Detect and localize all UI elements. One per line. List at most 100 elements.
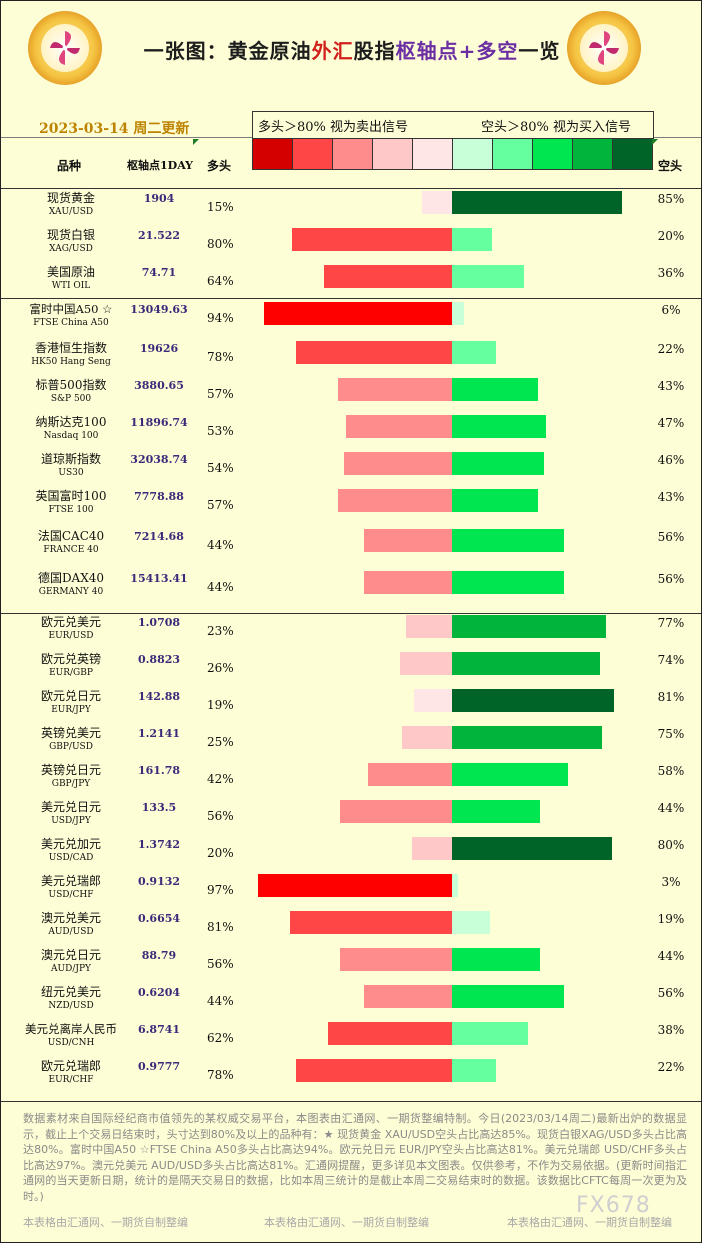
instrument-name: 富时中国A50 ☆ [29, 302, 113, 316]
pinwheel-icon [50, 31, 80, 65]
instrument-code: WTI OIL [51, 281, 91, 291]
instrument-name: 欧元兑英镑 [40, 652, 101, 666]
short-bar [452, 985, 564, 1008]
long-percent-label: 56% [207, 809, 234, 823]
long-bar [400, 652, 452, 675]
pivot-value: 1904 [143, 192, 175, 205]
short-bar [452, 911, 490, 934]
short-percent-label: 46% [657, 453, 685, 467]
short-percent-label: 22% [657, 342, 685, 356]
short-percent-label: 56% [657, 572, 685, 586]
pivot-value: 7778.88 [134, 490, 184, 503]
short-percent-label: 58% [657, 764, 685, 778]
legend-swatch [452, 138, 493, 170]
long-bar [340, 800, 452, 823]
pivot-value: 6.8741 [137, 1023, 181, 1036]
short-bar [452, 800, 540, 823]
pivot-value: 0.9132 [137, 875, 181, 888]
instrument-code: Nasdaq 100 [43, 431, 99, 441]
instrument-name: 纳斯达克100 [35, 415, 107, 429]
instrument-name: 欧元兑美元 [40, 615, 101, 629]
pivot-value: 74.71 [141, 266, 177, 279]
long-percent-label: 94% [207, 311, 234, 325]
instrument-code: GERMANY 40 [38, 587, 104, 597]
long-percent-label: 57% [207, 387, 234, 401]
short-bar [452, 191, 622, 214]
right-logo-emblem [567, 11, 641, 85]
instrument-code: FTSE China A50 [33, 318, 109, 328]
pivot-value: 0.6654 [137, 912, 181, 925]
short-percent-label: 74% [657, 653, 685, 667]
short-percent-label: 81% [657, 690, 685, 704]
long-bar [264, 302, 452, 325]
instrument-name: 现货黄金 [46, 191, 95, 205]
short-percent-label: 85% [657, 192, 685, 206]
long-percent-label: 54% [207, 461, 234, 475]
instrument-code: FRANCE 40 [43, 545, 99, 555]
watermark-right: 本表格由汇通网、一期货自制整编 [507, 1216, 672, 1229]
long-bar [296, 1059, 452, 1082]
long-percent-label: 44% [207, 580, 234, 594]
long-percent-label: 44% [207, 538, 234, 552]
long-percent-label: 26% [207, 661, 234, 675]
long-bar [368, 763, 452, 786]
instrument-code: XAU/USD [48, 207, 94, 217]
short-bar [452, 265, 524, 288]
column-header-short: 空头 [658, 159, 683, 173]
left-logo-emblem [28, 11, 102, 85]
instrument-name: 欧元兑日元 [40, 689, 101, 703]
long-bar [328, 1022, 452, 1045]
instrument-name: 英镑兑美元 [40, 726, 101, 740]
pivot-value: 133.5 [141, 801, 177, 814]
long-bar [406, 615, 452, 638]
legend-swatch [292, 138, 333, 170]
instrument-name: 美元兑加元 [40, 837, 101, 851]
long-bar [338, 378, 452, 401]
short-bar [452, 378, 538, 401]
short-bar [452, 874, 458, 897]
legend-swatch [492, 138, 533, 170]
instrument-code: US30 [58, 468, 84, 478]
long-bar [422, 191, 452, 214]
short-bar [452, 228, 492, 251]
short-percent-label: 22% [657, 1060, 685, 1074]
short-percent-label: 47% [657, 416, 685, 430]
column-header-pivot: 枢轴点1DAY [127, 159, 194, 172]
instrument-name: 澳元兑美元 [40, 911, 101, 925]
long-percent-label: 53% [207, 424, 234, 438]
instrument-code: HK50 Hang Seng [31, 357, 111, 367]
long-bar [338, 489, 452, 512]
pivot-value: 0.9777 [137, 1060, 181, 1073]
instrument-name: 现货白银 [46, 228, 95, 242]
short-percent-label: 77% [657, 616, 685, 630]
long-bar [292, 228, 452, 251]
short-percent-label: 75% [657, 727, 685, 741]
legend-swatch [532, 138, 573, 170]
group-divider [1, 188, 701, 189]
long-percent-label: 97% [207, 883, 234, 897]
column-header-name: 品种 [57, 159, 82, 173]
pivot-value: 0.6204 [137, 986, 181, 999]
short-bar [452, 452, 544, 475]
legend-swatch [612, 138, 653, 170]
short-bar [452, 763, 568, 786]
short-percent-label: 43% [657, 490, 685, 504]
short-percent-label: 80% [657, 838, 685, 852]
long-percent-label: 57% [207, 498, 234, 512]
corner-marker [652, 139, 658, 145]
short-percent-label: 56% [657, 986, 685, 1000]
instrument-name: 德国DAX40 [37, 571, 105, 585]
long-percent-label: 56% [207, 957, 234, 971]
instrument-name: 英镑兑日元 [40, 763, 101, 777]
long-bar [364, 985, 452, 1008]
long-bar [344, 452, 452, 475]
long-bar [290, 911, 452, 934]
long-bar [412, 837, 452, 860]
short-bar [452, 341, 496, 364]
short-percent-label: 20% [657, 229, 685, 243]
instrument-code: EUR/USD [48, 631, 94, 641]
instrument-name: 道琼斯指数 [40, 452, 101, 466]
legend-color-scale [252, 138, 654, 170]
short-percent-label: 44% [657, 801, 685, 815]
legend-swatch [332, 138, 373, 170]
